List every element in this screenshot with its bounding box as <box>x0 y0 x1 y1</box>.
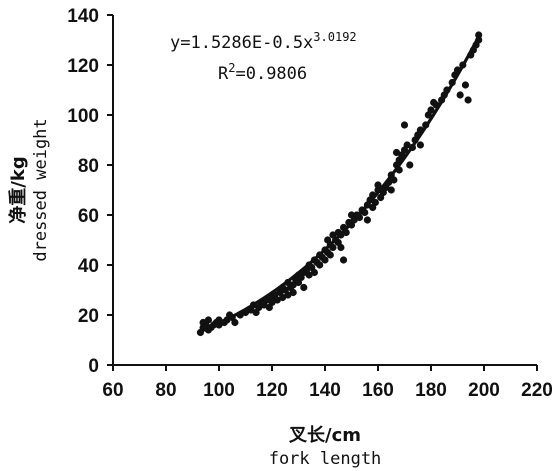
x-tick-labels: 60 80 100 120 140 160 180 200 220 <box>102 380 552 401</box>
x-tick-label: 200 <box>468 380 500 401</box>
r-squared-sup: 2 <box>228 61 235 75</box>
data-point <box>361 208 369 217</box>
r-squared-value: =0.9806 <box>235 64 307 84</box>
data-point <box>464 96 472 104</box>
data-point <box>316 261 324 269</box>
y-tick-label: 60 <box>78 206 99 227</box>
x-axis-title-cn: 叉长/cm <box>288 425 361 446</box>
data-point <box>456 91 464 99</box>
data-point <box>390 176 398 184</box>
axes <box>107 14 538 371</box>
y-tick-label: 140 <box>67 6 99 27</box>
data-point <box>355 213 364 222</box>
data-point <box>321 256 329 264</box>
x-axis-title-en: fork length <box>269 449 382 469</box>
data-point <box>374 181 382 189</box>
data-point <box>461 81 470 89</box>
data-point <box>448 78 456 87</box>
fit-equation: y=1.5286E-0.5x3.0192 <box>170 30 357 53</box>
data-point <box>432 101 440 109</box>
data-point <box>422 121 430 129</box>
y-axis-title-en: dressed weight <box>31 118 51 261</box>
x-tick-label: 60 <box>102 380 123 401</box>
x-tick-label: 160 <box>362 380 394 401</box>
y-tick-label: 120 <box>67 56 99 77</box>
data-point <box>326 251 334 259</box>
x-tick-label: 120 <box>256 380 288 401</box>
y-tick-label: 100 <box>67 106 99 127</box>
data-point <box>329 243 337 252</box>
data-point <box>453 66 462 74</box>
data-point <box>371 198 379 207</box>
data-point <box>427 106 435 114</box>
data-point <box>475 36 483 44</box>
y-tick-label: 20 <box>78 306 99 327</box>
y-tick-label: 40 <box>78 256 99 277</box>
data-point <box>395 166 403 174</box>
data-point <box>363 216 371 224</box>
y-axis-title-cn: 净重/kg <box>7 156 29 223</box>
data-point <box>300 283 308 292</box>
r-squared: R2=0.9806 <box>218 61 307 84</box>
data-point <box>204 316 212 324</box>
data-point <box>459 61 467 69</box>
data-point <box>416 126 424 134</box>
data-point <box>406 161 414 169</box>
fit-equation-exponent: 3.0192 <box>313 30 356 44</box>
data-point <box>289 288 297 297</box>
y-tick-label: 80 <box>78 156 99 177</box>
data-point <box>416 141 424 149</box>
y-tick-label: 0 <box>88 356 99 377</box>
data-point <box>400 121 409 129</box>
data-point <box>369 191 377 199</box>
data-point <box>310 268 318 277</box>
scatter-points <box>196 31 483 337</box>
data-point <box>475 31 483 39</box>
data-point <box>342 228 350 237</box>
data-point <box>408 143 417 152</box>
x-tick-label: 140 <box>309 380 341 401</box>
data-point <box>337 243 345 252</box>
r-squared-r: R <box>218 64 229 84</box>
data-point <box>339 256 348 264</box>
x-tick-label: 220 <box>521 380 552 401</box>
data-point <box>387 186 395 194</box>
data-point <box>443 86 451 94</box>
x-tick-label: 80 <box>155 380 176 401</box>
x-tick-label: 180 <box>415 380 447 401</box>
y-tick-labels: 0 20 40 60 80 100 120 140 <box>67 6 99 377</box>
x-tick-label: 100 <box>203 380 235 401</box>
data-point <box>231 318 239 327</box>
fit-equation-base: y=1.5286E-0.5x <box>170 33 313 53</box>
